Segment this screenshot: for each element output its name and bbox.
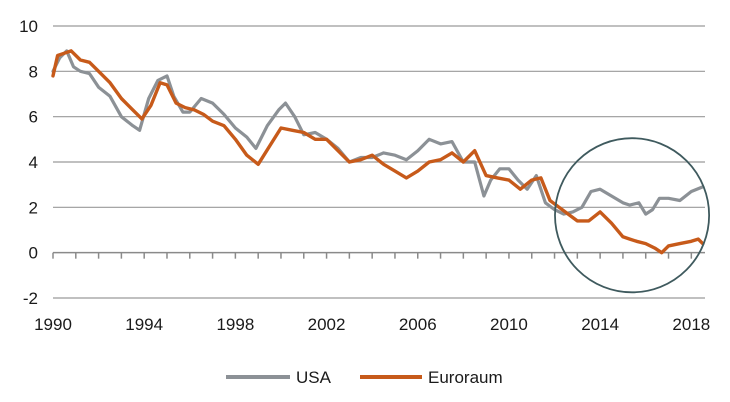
y-tick-label: 6: [29, 108, 38, 127]
x-tick-label: 2014: [581, 315, 619, 334]
y-tick-label: 8: [29, 62, 38, 81]
x-tick-label: 2006: [399, 315, 437, 334]
y-tick-label: 0: [29, 244, 38, 263]
y-tick-label: 2: [29, 198, 38, 217]
legend-label-usa: USA: [296, 368, 332, 387]
annotations: [554, 137, 711, 294]
x-tick-label: 2002: [308, 315, 346, 334]
x-tick-label: 2018: [672, 315, 710, 334]
y-axis-tick-labels: -2 0 2 4 6 8 10: [19, 17, 38, 308]
series-line-usa: [51, 49, 705, 216]
x-tick-label: 2010: [490, 315, 528, 334]
x-axis: [52, 251, 705, 259]
legend: USA Euroraum: [226, 368, 503, 387]
x-axis-tick-labels: 1990 1994 1998 2002 2006 2010 2014 2018: [34, 315, 710, 334]
y-tick-label: 4: [29, 153, 38, 172]
series-lines: [51, 49, 705, 255]
highlight-circle: [554, 137, 711, 294]
y-tick-label: -2: [23, 289, 38, 308]
x-tick-label: 1998: [216, 315, 254, 334]
x-tick-label: 1994: [125, 315, 163, 334]
x-tick-label: 1990: [34, 315, 72, 334]
series-line-euro: [51, 49, 705, 255]
y-tick-label: 10: [19, 17, 38, 36]
legend-label-euroraum: Euroraum: [428, 368, 503, 387]
